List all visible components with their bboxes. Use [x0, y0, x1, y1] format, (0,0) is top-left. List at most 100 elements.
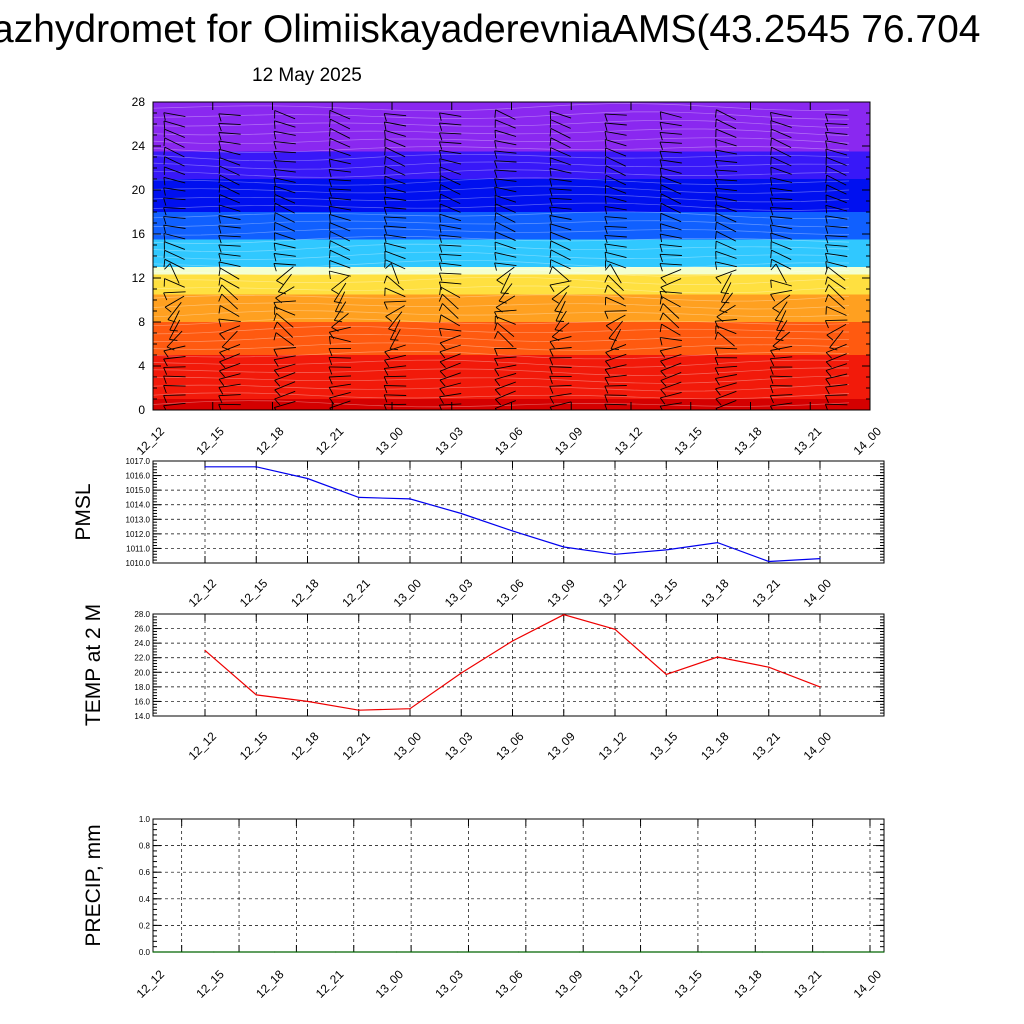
wind-barb [274, 193, 296, 204]
wind-barb-feather [824, 395, 829, 403]
wind-barb [770, 207, 793, 210]
x-tick-label: 13_00 [391, 576, 425, 610]
y-axis-label: PMSL [72, 483, 95, 540]
wind-barb-feather [163, 350, 169, 358]
wind-barb-feather [163, 147, 166, 156]
wind-barb [604, 225, 627, 228]
wind-barb [550, 259, 571, 270]
wind-barb [439, 224, 462, 230]
wind-barb [825, 140, 848, 146]
wind-barb-feather [825, 165, 827, 174]
wind-barb [495, 295, 516, 308]
wind-barb [494, 356, 517, 360]
y-tick-label: 0.8 [139, 842, 151, 851]
wind-barb-feather [660, 286, 667, 294]
wind-barb-feather [439, 361, 446, 368]
data-point [665, 673, 667, 676]
y-tick-label: 4 [138, 359, 145, 373]
wind-barb [274, 381, 296, 391]
wind-barb-feather [549, 240, 552, 249]
wind-barb [660, 362, 682, 372]
wind-barb [163, 112, 186, 118]
wind-barb [829, 330, 844, 348]
wind-barb [274, 120, 296, 128]
wind-barb-feather [331, 289, 339, 295]
data-point [255, 694, 257, 696]
y-tick-label: 1010.0 [126, 559, 151, 568]
wind-barb [549, 178, 572, 182]
wind-barb-feather [439, 286, 442, 295]
wind-barb-feather [659, 324, 662, 333]
wind-barb-feather [218, 175, 221, 184]
wind-barb-feather [825, 184, 827, 193]
wind-barb [660, 184, 682, 195]
wind-barb-feather [385, 262, 392, 269]
wind-barb [385, 155, 406, 167]
wind-barb [719, 292, 733, 311]
wind-barb [715, 187, 738, 192]
wind-barb [388, 311, 403, 330]
wind-barb-feather [549, 259, 552, 268]
wind-barb [163, 216, 186, 219]
wind-barb-feather [163, 137, 166, 146]
wind-barb-feather [775, 338, 784, 341]
wind-barb [495, 400, 516, 409]
wind-barb [274, 242, 296, 249]
wind-barb-feather [328, 348, 333, 357]
wind-barb [276, 321, 294, 338]
wind-barb [716, 304, 736, 318]
y-tick-label: 26.0 [134, 625, 150, 634]
wind-barb [549, 197, 572, 200]
wind-barb [384, 129, 406, 137]
contour-line [153, 259, 850, 268]
y-tick-label: 1012.0 [126, 530, 151, 539]
y-tick-label: 28.0 [134, 610, 150, 619]
y-tick-label: 12 [132, 271, 146, 285]
wind-barb [163, 356, 186, 360]
wind-barb-feather [549, 198, 553, 206]
wind-barb-feather [273, 332, 277, 341]
wind-barb [825, 252, 848, 257]
wind-barb [494, 178, 517, 182]
wind-barb [607, 284, 625, 300]
y-tick-label: 22.0 [134, 654, 150, 663]
x-tick-label: 12_15 [193, 424, 227, 458]
wind-barb [164, 146, 185, 158]
wind-barb [384, 250, 406, 260]
wind-barb [221, 330, 238, 348]
wind-barb [715, 196, 737, 202]
y-tick-label: 0.2 [139, 921, 151, 930]
wind-barb-feather [824, 113, 829, 122]
wind-barb-feather [660, 360, 666, 368]
wind-barb-feather [549, 188, 553, 197]
wind-barb [495, 231, 516, 242]
wind-barb [384, 344, 406, 353]
wind-barb-feather [439, 112, 442, 121]
wind-barb-feather [659, 122, 663, 131]
wind-barb [494, 364, 517, 370]
wind-barb [494, 309, 517, 313]
wind-barb-feather [494, 252, 497, 261]
wind-barb [384, 225, 407, 229]
wind-barb [274, 110, 296, 120]
wind-barb [660, 175, 682, 185]
wind-barb-feather [824, 235, 829, 244]
contour-line [153, 119, 850, 129]
temperature-panel: 14.0 16.0 18.0 20.0 22.0 24.0 26.0 28.0 12_12 12_… [82, 604, 885, 763]
wind-barb-feather [659, 193, 662, 202]
wind-barb [772, 294, 791, 309]
contour-line [153, 351, 850, 360]
wind-barb [219, 305, 240, 317]
wind-barb [716, 230, 737, 242]
wind-barb [164, 278, 185, 288]
wind-barb [825, 215, 848, 220]
wind-barb-feather [604, 226, 608, 235]
wind-barb [770, 224, 793, 230]
wind-barb [555, 300, 566, 322]
wind-barb-feather [659, 263, 663, 272]
wind-barb [163, 207, 186, 210]
wind-barb-feather [384, 351, 391, 359]
wind-barb [604, 234, 627, 238]
x-tick-label: 13_06 [492, 424, 526, 458]
wind-barb-feather [218, 284, 223, 293]
